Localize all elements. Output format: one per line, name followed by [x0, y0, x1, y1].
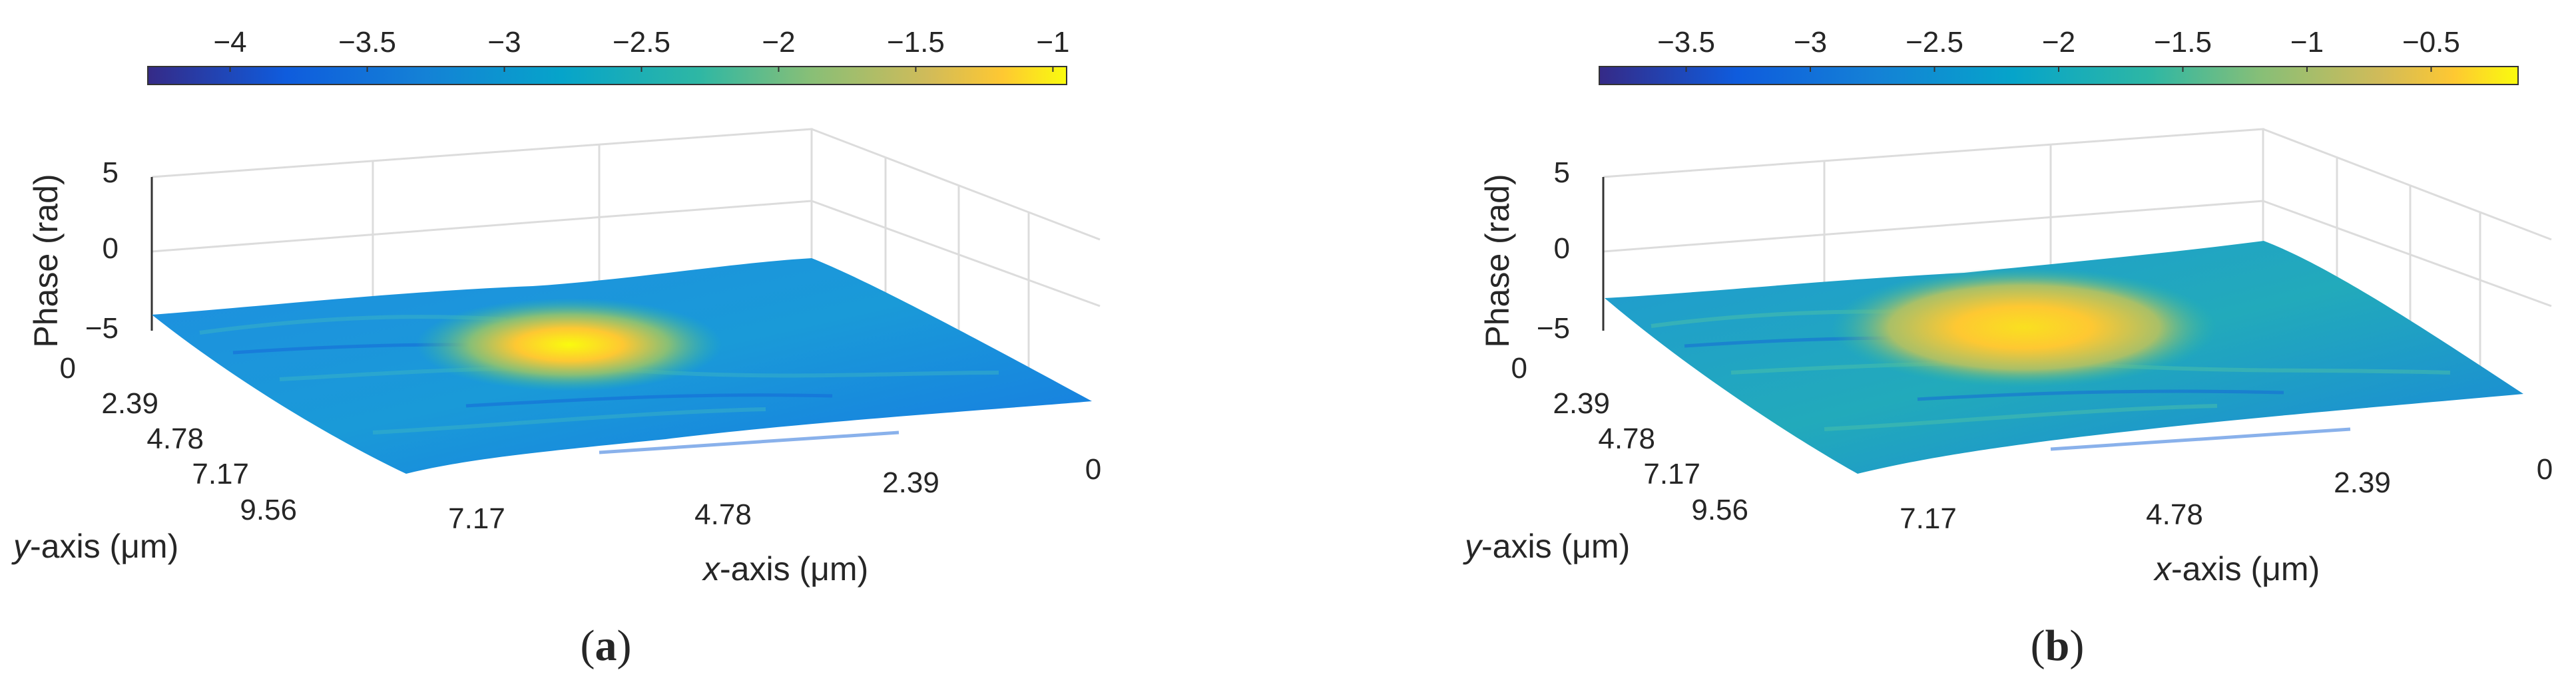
z-tick-b-0: 5	[1554, 156, 1570, 189]
x-tick-a-3: 0	[1085, 453, 1101, 486]
x-ticks-a: 7.17 4.78 2.39 0	[448, 453, 1101, 535]
panel-label-a-letter: a	[595, 621, 617, 670]
z-ticks-a: 5 0 −5	[85, 156, 119, 345]
y-tick-b-1: 2.39	[1553, 387, 1610, 420]
x-axis-label-b: x-axis (μm)	[2153, 550, 2320, 588]
colorbar-b-tick-label-6: −0.5	[2402, 26, 2460, 59]
z-tick-a-1: 0	[103, 232, 119, 265]
panel-a: −4 −3.5 −3 −2.5 −2 −1.5 −1 5 0 −5	[11, 26, 1101, 670]
x-tick-a-1: 4.78	[694, 498, 752, 531]
colorbar-a-bar	[147, 66, 1067, 85]
surface-a	[152, 258, 1092, 474]
colorbar-b-tick-label-3: −2	[2042, 26, 2075, 59]
x-tick-a-0: 7.17	[448, 502, 505, 535]
y-axis-label-b-var: y	[1463, 528, 1483, 565]
colorbar-b-tick-label-0: −3.5	[1657, 26, 1715, 59]
panel-b: −3.5 −3 −2.5 −2 −1.5 −1 −0.5 5 0 −5	[1463, 26, 2553, 670]
z-tick-a-0: 5	[103, 156, 119, 189]
x-axis-label-a: x-axis (μm)	[702, 550, 868, 588]
x-tick-a-2: 2.39	[882, 466, 939, 499]
y-tick-b-4: 9.56	[1691, 494, 1748, 526]
colorbar-a-tick-label-1: −3.5	[338, 26, 396, 59]
colorbar-a-tick-label-2: −3	[487, 26, 521, 59]
x-tick-b-3: 0	[2537, 453, 2553, 486]
x-axis-label-a-text: -axis (μm)	[720, 550, 868, 588]
x-axis-label-b-text: -axis (μm)	[2171, 550, 2320, 588]
y-axis-label-a-var: y	[11, 528, 32, 565]
x-tick-b-2: 2.39	[2334, 466, 2391, 499]
z-axis-label-a: Phase (rad)	[27, 174, 65, 347]
x-tick-b-0: 7.17	[1900, 502, 1957, 535]
surface-a-peak	[416, 298, 722, 391]
surface-b-peak	[1831, 267, 2217, 387]
z-tick-b-1: 0	[1554, 232, 1570, 265]
y-axis-label-a-text: -axis (μm)	[30, 528, 178, 565]
y-axis-label-a: y-axis (μm)	[11, 528, 178, 565]
y-tick-b-2: 4.78	[1598, 423, 1655, 455]
z-ticks-b: 5 0 −5	[1537, 156, 1570, 345]
y-tick-a-0: 0	[60, 352, 76, 385]
y-tick-b-0: 0	[1511, 352, 1527, 385]
colorbar-a: −4 −3.5 −3 −2.5 −2 −1.5 −1	[147, 26, 1069, 85]
z-tick-a-2: −5	[85, 312, 119, 345]
panel-label-b-letter: b	[2045, 621, 2070, 670]
y-axis-label-b: y-axis (μm)	[1463, 528, 1630, 565]
colorbar-b-tick-label-2: −2.5	[1906, 26, 1963, 59]
panel-label-b: (b)	[2031, 621, 2085, 670]
colorbar-a-tick-label-5: −1.5	[887, 26, 945, 59]
colorbar-a-tick-label-6: −1	[1036, 26, 1069, 59]
surface-b	[1605, 241, 2523, 474]
colorbar-b-tick-label-5: −1	[2290, 26, 2324, 59]
colorbar-b-tick-label-4: −1.5	[2154, 26, 2212, 59]
x-ticks-b: 7.17 4.78 2.39 0	[1900, 453, 2553, 535]
colorbar-b-tick-label-1: −3	[1794, 26, 1827, 59]
panel-label-a: (a)	[581, 621, 632, 670]
y-tick-a-4: 9.56	[240, 494, 297, 526]
z-tick-b-2: −5	[1537, 312, 1570, 345]
x-axis-label-b-var: x	[2153, 550, 2173, 588]
y-tick-b-3: 7.17	[1643, 458, 1700, 490]
x-tick-b-1: 4.78	[2146, 498, 2203, 531]
z-axis-label-b: Phase (rad)	[1479, 174, 1516, 347]
y-axis-label-b-text: -axis (μm)	[1481, 528, 1630, 565]
colorbar-a-tick-label-0: −4	[213, 26, 246, 59]
x-axis-label-a-var: x	[702, 550, 721, 588]
y-tick-a-2: 4.78	[146, 423, 204, 455]
y-tick-a-1: 2.39	[101, 387, 158, 420]
colorbar-a-tick-label-3: −2.5	[613, 26, 670, 59]
y-ticks-a: 0 2.39 4.78 7.17 9.56	[60, 352, 297, 526]
y-tick-a-3: 7.17	[192, 458, 249, 490]
colorbar-a-tick-label-4: −2	[762, 26, 795, 59]
colorbar-b: −3.5 −3 −2.5 −2 −1.5 −1 −0.5	[1599, 26, 2519, 85]
y-ticks-b: 0 2.39 4.78 7.17 9.56	[1511, 352, 1748, 526]
